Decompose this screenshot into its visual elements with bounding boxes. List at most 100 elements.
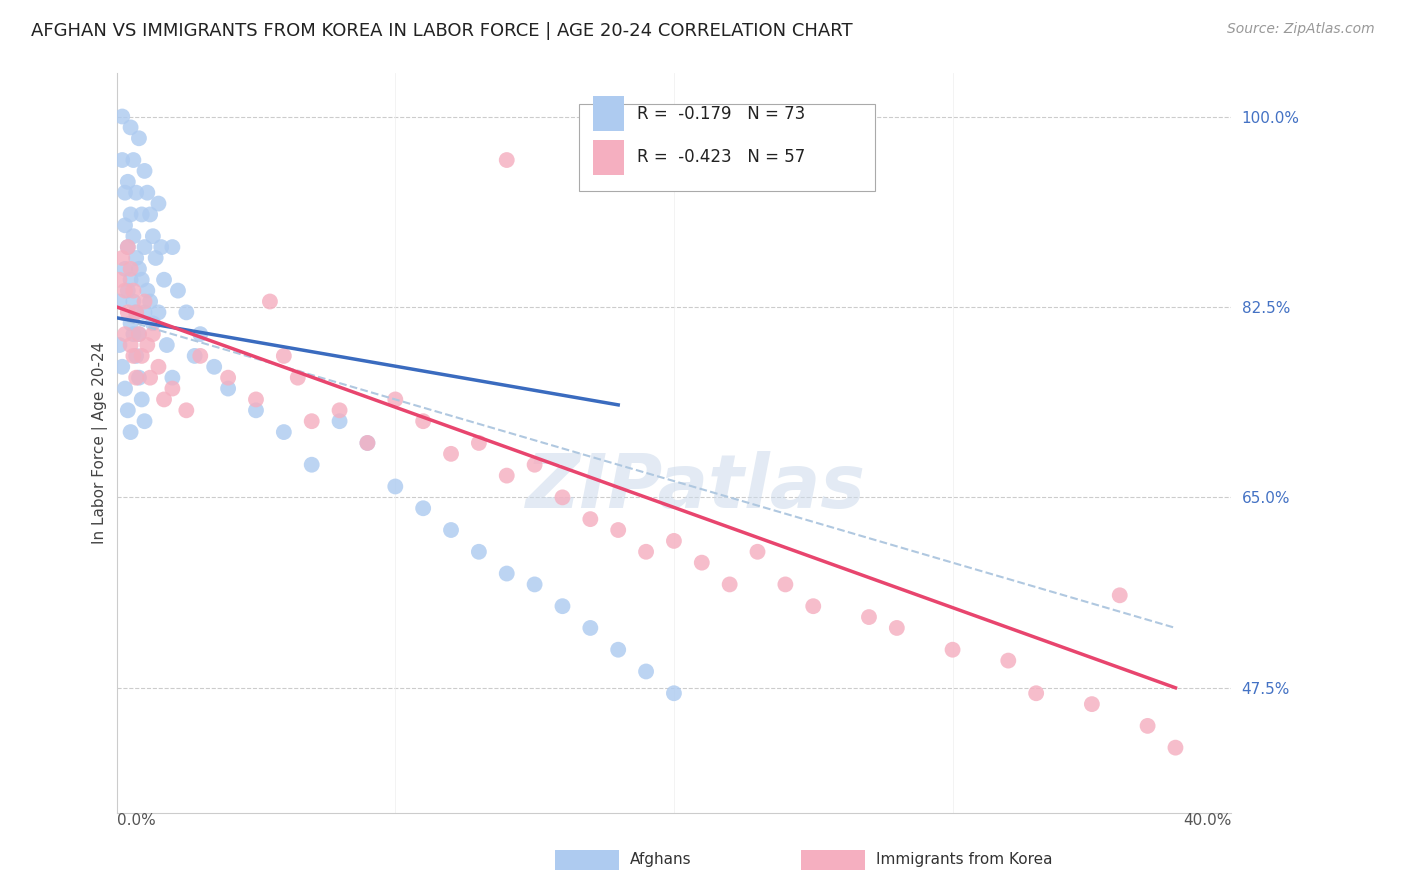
Point <box>131 349 153 363</box>
Point <box>301 414 323 428</box>
FancyBboxPatch shape <box>579 104 875 192</box>
Point <box>142 316 165 330</box>
Text: Immigrants from Korea: Immigrants from Korea <box>876 853 1053 867</box>
Point <box>468 545 491 559</box>
Text: 0.0%: 0.0% <box>117 813 156 828</box>
Point <box>125 305 148 319</box>
Text: AFGHAN VS IMMIGRANTS FROM KOREA IN LABOR FORCE | AGE 20-24 CORRELATION CHART: AFGHAN VS IMMIGRANTS FROM KOREA IN LABOR… <box>31 22 852 40</box>
Point <box>114 261 136 276</box>
Point <box>412 501 434 516</box>
Point <box>131 392 153 407</box>
Point <box>551 599 574 614</box>
Point <box>139 294 162 309</box>
Point <box>1108 588 1130 602</box>
Point <box>125 305 148 319</box>
Point <box>125 349 148 363</box>
Point <box>150 240 173 254</box>
Text: Source: ZipAtlas.com: Source: ZipAtlas.com <box>1227 22 1375 37</box>
Point <box>122 229 145 244</box>
Point <box>125 251 148 265</box>
Point <box>111 359 134 374</box>
Point <box>128 327 150 342</box>
Point <box>117 240 139 254</box>
Point <box>108 273 131 287</box>
Point <box>114 186 136 200</box>
Point <box>128 131 150 145</box>
Point <box>139 207 162 221</box>
Point <box>125 370 148 384</box>
Point <box>579 621 602 635</box>
Point <box>114 382 136 396</box>
Text: 40.0%: 40.0% <box>1182 813 1232 828</box>
Point <box>579 512 602 526</box>
Point <box>1136 719 1159 733</box>
Point <box>148 196 170 211</box>
Point <box>108 338 131 352</box>
Point <box>156 338 179 352</box>
Text: R =  -0.423   N = 57: R = -0.423 N = 57 <box>637 148 806 166</box>
Point <box>384 392 406 407</box>
Point <box>287 370 309 384</box>
Point <box>636 665 658 679</box>
Point <box>858 610 880 624</box>
Point <box>117 305 139 319</box>
Point <box>131 207 153 221</box>
Point <box>108 294 131 309</box>
Point <box>412 414 434 428</box>
Point <box>111 153 134 167</box>
Point <box>125 186 148 200</box>
Point <box>468 436 491 450</box>
Point <box>747 545 769 559</box>
Point <box>217 382 239 396</box>
Point <box>134 414 156 428</box>
Point <box>356 436 378 450</box>
Point <box>217 370 239 384</box>
Point <box>134 164 156 178</box>
Point <box>662 533 685 548</box>
Point <box>523 577 546 591</box>
Point <box>153 392 176 407</box>
Point <box>495 153 517 167</box>
Point <box>142 229 165 244</box>
Point <box>384 479 406 493</box>
Point <box>329 403 352 417</box>
Point <box>188 327 211 342</box>
Point <box>134 240 156 254</box>
Point <box>690 556 713 570</box>
Point <box>114 284 136 298</box>
Point <box>167 284 190 298</box>
Point <box>259 294 281 309</box>
Point <box>551 491 574 505</box>
Point <box>128 261 150 276</box>
Point <box>120 120 142 135</box>
Point <box>188 349 211 363</box>
Point <box>356 436 378 450</box>
Y-axis label: In Labor Force | Age 20-24: In Labor Force | Age 20-24 <box>93 342 108 544</box>
Point <box>122 284 145 298</box>
Point <box>273 425 295 439</box>
Point <box>495 566 517 581</box>
Point <box>162 382 184 396</box>
FancyBboxPatch shape <box>592 96 624 131</box>
Point <box>120 338 142 352</box>
Point <box>136 284 159 298</box>
Point <box>131 273 153 287</box>
Point <box>128 370 150 384</box>
Point <box>440 523 463 537</box>
Point <box>636 545 658 559</box>
Point <box>245 392 267 407</box>
Point <box>607 523 630 537</box>
Point <box>117 403 139 417</box>
Point <box>117 284 139 298</box>
Point <box>128 327 150 342</box>
Point <box>122 349 145 363</box>
Point <box>111 110 134 124</box>
Point <box>607 642 630 657</box>
Point <box>120 261 142 276</box>
Point <box>329 414 352 428</box>
Text: ZIPatlas: ZIPatlas <box>526 450 866 524</box>
Point <box>117 240 139 254</box>
Point <box>111 251 134 265</box>
Point <box>134 294 156 309</box>
Point <box>775 577 797 591</box>
